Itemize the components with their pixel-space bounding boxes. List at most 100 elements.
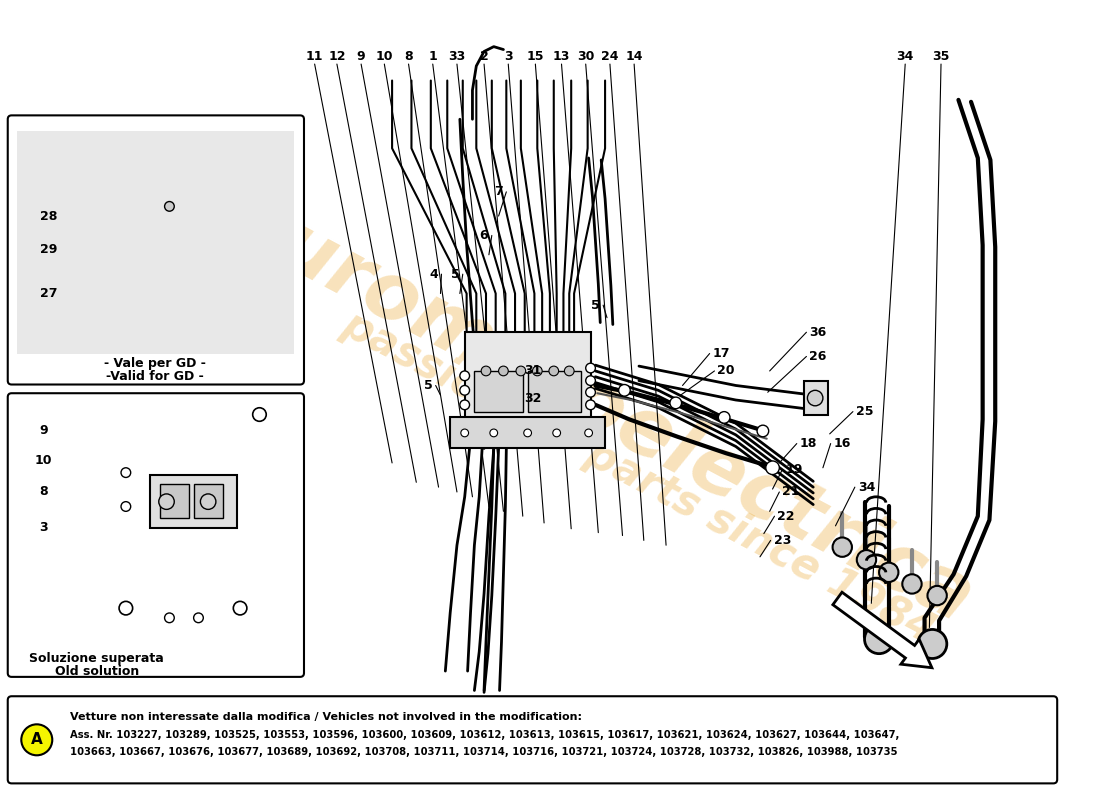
Circle shape (21, 724, 53, 755)
Circle shape (585, 387, 595, 397)
Bar (474, 371, 522, 412)
Bar (803, 381, 827, 414)
Text: 5: 5 (451, 268, 460, 281)
Text: 10: 10 (375, 50, 393, 63)
Text: Ass. Nr. 103227, 103289, 103525, 103553, 103596, 103600, 103609, 103612, 103613,: Ass. Nr. 103227, 103289, 103525, 103553,… (69, 730, 899, 740)
Circle shape (618, 385, 630, 396)
Text: 3: 3 (504, 50, 513, 63)
Circle shape (757, 425, 769, 437)
Circle shape (200, 494, 216, 510)
Circle shape (670, 397, 682, 409)
Text: 1: 1 (428, 50, 437, 63)
Text: 21: 21 (782, 486, 800, 498)
FancyBboxPatch shape (8, 394, 304, 677)
Text: A: A (31, 732, 43, 747)
Circle shape (460, 371, 470, 381)
Text: 16: 16 (834, 437, 851, 450)
Circle shape (233, 602, 246, 615)
Text: euromotoelectrica: euromotoelectrica (214, 180, 986, 639)
Bar (150, 474, 238, 528)
FancyBboxPatch shape (8, 696, 1057, 783)
Text: 5: 5 (591, 298, 600, 312)
Text: 31: 31 (524, 365, 541, 378)
Circle shape (917, 630, 947, 658)
Text: 34: 34 (896, 50, 914, 63)
Circle shape (253, 408, 266, 422)
Text: Soluzione superata: Soluzione superata (30, 652, 164, 665)
Text: 8: 8 (404, 50, 412, 63)
Text: 12: 12 (328, 50, 345, 63)
Circle shape (879, 562, 899, 582)
Text: 35: 35 (933, 50, 949, 63)
Circle shape (460, 400, 470, 410)
Text: 9: 9 (40, 425, 48, 438)
Bar (160, 484, 189, 518)
Text: 8: 8 (40, 485, 48, 498)
Circle shape (585, 429, 593, 437)
Text: 28: 28 (40, 210, 57, 222)
Text: 10: 10 (35, 454, 53, 467)
Circle shape (119, 602, 133, 615)
Bar (450, 418, 605, 449)
Circle shape (532, 366, 542, 376)
Text: 18: 18 (800, 437, 817, 450)
Text: 9: 9 (356, 50, 365, 63)
Text: 14: 14 (626, 50, 642, 63)
Circle shape (194, 613, 204, 622)
Circle shape (461, 429, 469, 437)
Text: 6: 6 (480, 229, 488, 242)
Text: 13: 13 (553, 50, 570, 63)
Text: 23: 23 (773, 534, 791, 547)
Circle shape (524, 429, 531, 437)
Text: 26: 26 (810, 350, 827, 363)
Text: 32: 32 (524, 391, 541, 405)
Circle shape (553, 429, 561, 437)
Text: 11: 11 (306, 50, 323, 63)
Bar (464, 332, 591, 419)
Circle shape (902, 574, 922, 594)
Text: passion for parts since 1984: passion for parts since 1984 (336, 302, 943, 652)
Text: 20: 20 (717, 365, 735, 378)
Circle shape (121, 502, 131, 511)
Bar (194, 484, 222, 518)
Text: 19: 19 (785, 463, 803, 476)
Circle shape (718, 412, 730, 423)
Circle shape (865, 625, 893, 654)
Circle shape (460, 386, 470, 395)
Circle shape (481, 366, 491, 376)
Bar (18, 131, 295, 354)
Text: 17: 17 (713, 347, 730, 360)
Text: 4: 4 (429, 268, 438, 281)
Circle shape (833, 538, 851, 557)
Circle shape (927, 586, 947, 606)
Text: 33: 33 (449, 50, 465, 63)
Circle shape (121, 468, 131, 478)
Circle shape (585, 400, 595, 410)
Circle shape (807, 390, 823, 406)
Text: 24: 24 (602, 50, 618, 63)
Circle shape (516, 366, 526, 376)
Text: Old solution: Old solution (55, 665, 139, 678)
Text: 2: 2 (480, 50, 488, 63)
Circle shape (498, 366, 508, 376)
FancyBboxPatch shape (8, 115, 304, 385)
Circle shape (857, 550, 877, 570)
Text: 29: 29 (40, 243, 57, 257)
Circle shape (585, 376, 595, 386)
Text: 36: 36 (810, 326, 827, 338)
Text: 25: 25 (856, 405, 873, 418)
Text: 3: 3 (40, 522, 48, 534)
Circle shape (766, 461, 779, 474)
FancyArrow shape (833, 592, 932, 668)
Text: -Valid for GD -: -Valid for GD - (106, 370, 204, 383)
Circle shape (165, 202, 174, 211)
Text: 34: 34 (858, 481, 876, 494)
Circle shape (165, 613, 174, 622)
Text: 103663, 103667, 103676, 103677, 103689, 103692, 103708, 103711, 103714, 103716, : 103663, 103667, 103676, 103677, 103689, … (69, 747, 898, 758)
Text: 27: 27 (40, 287, 57, 300)
Text: 15: 15 (527, 50, 544, 63)
Text: - Vale per GD -: - Vale per GD - (104, 357, 206, 370)
Text: Vetture non interessate dalla modifica / Vehicles not involved in the modificati: Vetture non interessate dalla modifica /… (69, 711, 582, 722)
Text: 30: 30 (578, 50, 594, 63)
Circle shape (549, 366, 559, 376)
